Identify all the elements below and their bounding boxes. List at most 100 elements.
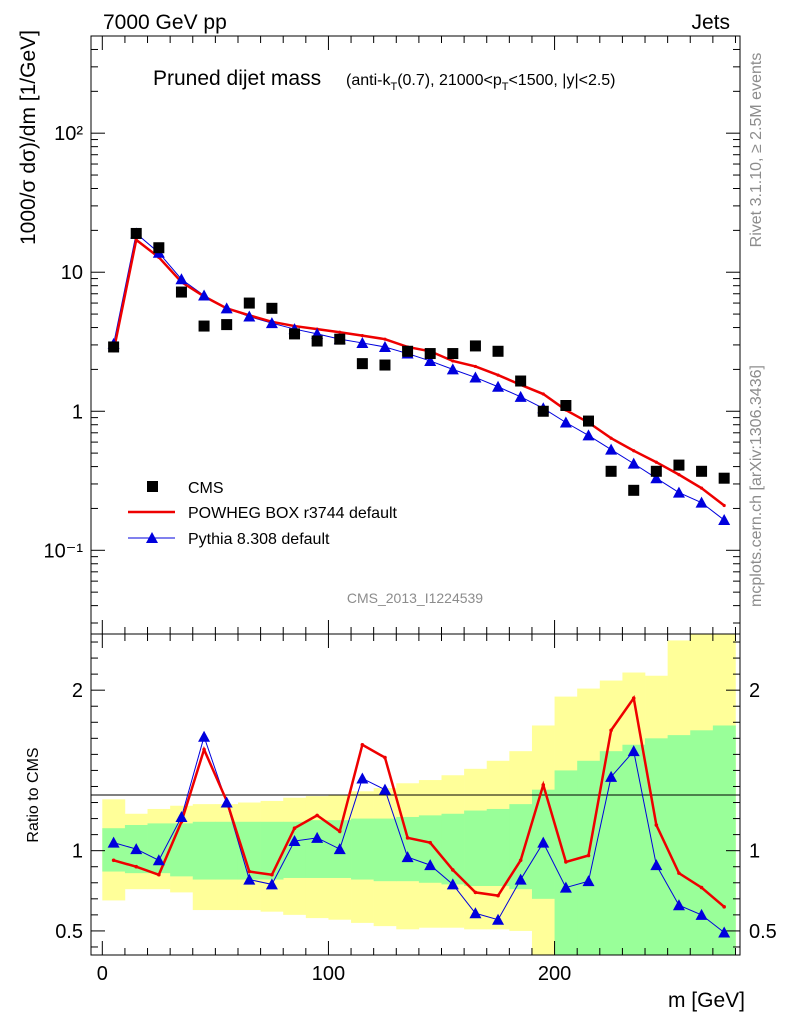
- pythia-point: [265, 317, 278, 329]
- ratio-pythia-point: [175, 810, 188, 822]
- cms-point: [718, 472, 730, 484]
- ratio-pythia-point: [672, 899, 685, 911]
- cms-point: [537, 405, 549, 417]
- inner-band-bin: [147, 823, 171, 874]
- ratio-powheg-point: [428, 840, 432, 845]
- ratio-pythia-point: [401, 851, 414, 863]
- x-tick-label: 0: [97, 963, 108, 985]
- ratio-powheg-point: [473, 890, 478, 895]
- pythia-point: [605, 443, 618, 455]
- pythia-point: [492, 380, 505, 392]
- cms-point: [198, 320, 210, 332]
- powheg-point: [338, 330, 342, 334]
- powheg-point: [722, 503, 726, 508]
- inner-band-bin: [396, 816, 420, 882]
- powheg-point: [632, 449, 636, 453]
- ratio-pythia-point: [356, 772, 369, 784]
- powheg-point: [677, 473, 681, 477]
- mcplots-label: mcplots.cern.ch [arXiv:1306.3436]: [748, 365, 765, 607]
- cms-point: [289, 328, 301, 340]
- pythia-point: [424, 354, 437, 366]
- powheg-point: [609, 436, 613, 440]
- pythia-point: [378, 340, 391, 352]
- pythia-point: [695, 496, 708, 508]
- ratio-pythia-point: [152, 854, 165, 866]
- plot-subtitle: (anti-kT(0.7), 21000<pT<1500, |y|<2.5): [346, 72, 616, 93]
- powheg-point: [451, 359, 455, 363]
- ratio-powheg-point: [677, 871, 681, 875]
- ratio-powheg-line: [113, 695, 725, 908]
- ratio-pythia-line: [113, 735, 725, 933]
- inner-band-bin: [102, 828, 126, 872]
- ratio-powheg-point: [247, 869, 252, 874]
- legend-cms-marker: [147, 481, 158, 492]
- main-y-tick-label: 1: [72, 401, 83, 423]
- ratio-powheg-point: [451, 868, 455, 872]
- ratio-axis-ticks: 0.5 0.5 1 1 2 2 0 100 200: [55, 634, 777, 985]
- ratio-data-marks: [107, 695, 731, 938]
- powheg-point: [473, 364, 478, 369]
- ratio-pythia-point: [605, 770, 618, 782]
- main-y-tick-label: 10: [61, 262, 83, 284]
- inner-band-bin: [464, 810, 488, 886]
- inner-band-bin: [622, 744, 646, 955]
- powheg-point: [541, 392, 545, 396]
- ratio-powheg-point: [134, 864, 139, 869]
- inner-band-bin: [260, 821, 284, 880]
- ratio-powheg-point: [564, 860, 568, 864]
- ratio-pythia-point: [559, 881, 572, 893]
- ratio-powheg-point: [654, 823, 659, 827]
- powheg-point: [134, 238, 138, 242]
- powheg-line: [112, 237, 725, 507]
- ratio-pythia-point: [650, 859, 663, 871]
- ratio-powheg-point: [541, 783, 546, 787]
- powheg-point: [699, 486, 704, 490]
- ratio-powheg-point: [586, 853, 591, 858]
- cms-point: [673, 459, 685, 471]
- ratio-pythia-point: [378, 783, 391, 795]
- ratio-powheg-point: [518, 858, 523, 863]
- ratio-y-tick-label: 2: [72, 680, 83, 702]
- cms-point: [447, 348, 459, 360]
- inner-band-bin: [667, 735, 691, 955]
- pythia-point: [582, 429, 595, 441]
- ratio-pythia-point: [333, 843, 346, 855]
- cms-point: [108, 341, 120, 353]
- ratio-panel: 0.5 0.5 1 1 2 2 0 100 200: [55, 633, 777, 985]
- ratio-pythia-point: [627, 745, 640, 757]
- x-axis-label: m [GeV]: [668, 989, 745, 1012]
- inner-band-bin: [351, 818, 374, 880]
- cms-point: [628, 484, 640, 496]
- cms-point: [356, 358, 368, 370]
- main-y-axis-label: 1000/σ dσ)/dm [1/GeV]: [17, 30, 40, 245]
- ratio-pythia-point: [695, 908, 708, 920]
- ratio-pythia-point: [198, 730, 211, 742]
- cms-point: [379, 359, 391, 371]
- pythia-point: [356, 336, 369, 348]
- inner-band-bin: [690, 730, 714, 955]
- ratio-pythia-point: [492, 913, 505, 925]
- legend-powheg-label: POWHEG BOX r3744 default: [188, 505, 398, 522]
- inner-band-bin: [441, 813, 465, 885]
- powheg-point: [654, 460, 658, 464]
- powheg-point: [360, 334, 364, 338]
- powheg-point: [496, 373, 500, 377]
- ratio-powheg-point: [202, 747, 206, 752]
- pythia-point: [220, 302, 233, 314]
- pythia-point: [175, 273, 188, 285]
- ratio-y-tick-label-right: 1: [749, 841, 760, 863]
- energy-label: 7000 GeV pp: [103, 11, 227, 34]
- pythia-point: [672, 486, 685, 498]
- inner-band-bin: [712, 725, 736, 955]
- main-y-tick-label: 10⁻¹: [44, 540, 84, 562]
- pythia-point: [198, 289, 211, 301]
- cms-point: [560, 400, 572, 412]
- ratio-pythia-point: [288, 835, 301, 847]
- ratio-powheg-point: [360, 742, 365, 747]
- ratio-pythia-point: [243, 873, 256, 885]
- ratio-powheg-point: [383, 755, 387, 760]
- cms-point: [696, 465, 708, 477]
- ratio-panel-frame: [90, 633, 741, 956]
- ratio-pythia-point: [469, 907, 482, 919]
- inner-band-bin: [215, 821, 239, 880]
